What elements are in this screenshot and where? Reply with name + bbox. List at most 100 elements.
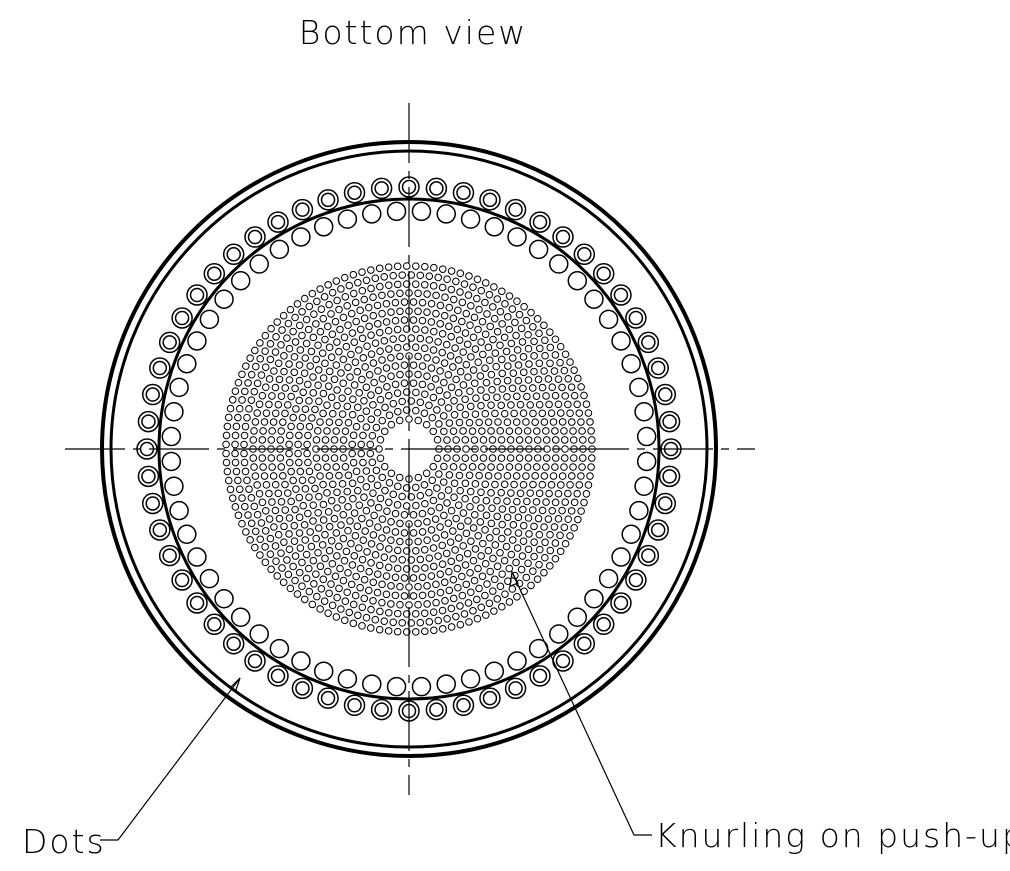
knurl-dot: [430, 347, 437, 354]
knurl-dot: [415, 583, 422, 590]
knurl-dot: [546, 401, 553, 408]
knurl-dot: [247, 355, 254, 362]
knurl-dot: [394, 565, 401, 572]
knurl-dot: [394, 547, 401, 554]
knurl-dot: [479, 318, 486, 325]
knurl-dot: [262, 384, 269, 391]
knurl-dot: [364, 343, 371, 350]
knurl-dot: [535, 376, 542, 383]
knurl-dot: [278, 464, 285, 471]
knurl-dot: [245, 380, 252, 387]
knurl-dot: [419, 363, 426, 370]
knurl-dot: [233, 423, 240, 430]
knurl-dot: [478, 489, 485, 496]
knurl-dot: [542, 337, 549, 344]
knurl-dot: [314, 298, 321, 305]
knurl-dot: [516, 437, 523, 444]
knurl-dot: [417, 556, 424, 563]
knurl-dot: [370, 532, 377, 539]
knurl-dot: [269, 499, 276, 506]
knurl-dot: [505, 529, 512, 536]
knurl-dot: [388, 601, 395, 608]
knurl-dot: [303, 575, 310, 582]
knurl-dot: [525, 331, 532, 338]
knurl-dot: [422, 500, 429, 507]
knurl-dot: [394, 326, 401, 333]
knurl-dot: [523, 473, 530, 480]
knurl-dot: [236, 405, 243, 412]
knurl-dot: [552, 464, 559, 471]
knurl-dot: [368, 351, 375, 358]
knurl-dot: [436, 387, 443, 394]
knurl-dot: [395, 483, 402, 490]
knurl-dot: [257, 355, 264, 362]
knurl-dot: [524, 464, 531, 471]
knurl-dot: [320, 481, 327, 488]
knurl-dot: [303, 551, 310, 558]
knurl-dot: [497, 583, 504, 590]
knurl-dot: [562, 393, 569, 400]
knurl-dot: [578, 473, 585, 480]
knurl-dot: [515, 514, 522, 521]
dot-outer-inner: [296, 203, 309, 216]
knurl-dot: [258, 520, 265, 527]
knurl-dot: [463, 530, 470, 537]
knurl-dot: [459, 318, 466, 325]
knurl-dot: [415, 538, 422, 545]
knurl-dot: [485, 419, 492, 426]
knurl-dot: [385, 327, 392, 334]
knurl-dot: [504, 393, 511, 400]
knurl-dot: [351, 553, 358, 560]
knurl-dot: [397, 583, 404, 590]
knurl-dot: [294, 301, 301, 308]
knurl-dot: [355, 279, 362, 286]
knurl-dot: [340, 314, 347, 321]
knurl-dot: [244, 414, 251, 421]
knurl-dot: [241, 459, 248, 466]
knurl-dot: [246, 406, 253, 413]
knurl-dot: [368, 541, 375, 548]
knurl-dot: [475, 565, 482, 572]
knurl-dot: [471, 511, 478, 518]
knurl-dot: [313, 321, 320, 328]
knurl-dot: [530, 568, 537, 575]
knurl-dot: [309, 477, 316, 484]
knurl-dot: [428, 365, 435, 372]
knurl-dot: [457, 603, 464, 610]
knurl-dot: [305, 432, 312, 439]
knurl-dot: [273, 558, 280, 565]
knurl-dot: [532, 419, 539, 426]
knurl-dot: [455, 390, 462, 397]
knurl-dot: [438, 493, 445, 500]
knurl-dot: [315, 549, 322, 556]
knurl-dot: [583, 491, 590, 498]
knurl-dot: [453, 437, 460, 444]
dot-inner: [462, 670, 480, 688]
knurl-dot: [379, 357, 386, 364]
knurl-dot: [557, 359, 564, 366]
dot-outer-inner: [629, 312, 642, 325]
knurl-dot: [491, 284, 498, 291]
knurl-dot: [331, 515, 338, 522]
knurl-dot: [455, 307, 462, 314]
knurl-dot: [514, 393, 521, 400]
knurl-dot: [448, 558, 455, 565]
knurl-dot: [328, 354, 335, 361]
knurl-dot: [344, 589, 351, 596]
knurl-dot: [472, 481, 479, 488]
knurl-dot: [428, 591, 435, 598]
knurl-dot: [242, 388, 249, 395]
knurl-dot: [246, 486, 253, 493]
knurl-dot: [413, 502, 420, 509]
knurl-dot: [412, 484, 419, 491]
knurl-dot: [295, 450, 302, 457]
knurl-dot: [275, 531, 282, 538]
knurl-dot: [460, 428, 467, 435]
knurl-dot: [259, 437, 266, 444]
knurl-dot: [399, 620, 406, 627]
knurl-dot: [432, 516, 439, 523]
knurl-dot: [515, 464, 522, 471]
knurl-dot: [269, 393, 276, 400]
knurl-dot: [587, 419, 594, 426]
knurl-dot: [223, 432, 230, 439]
